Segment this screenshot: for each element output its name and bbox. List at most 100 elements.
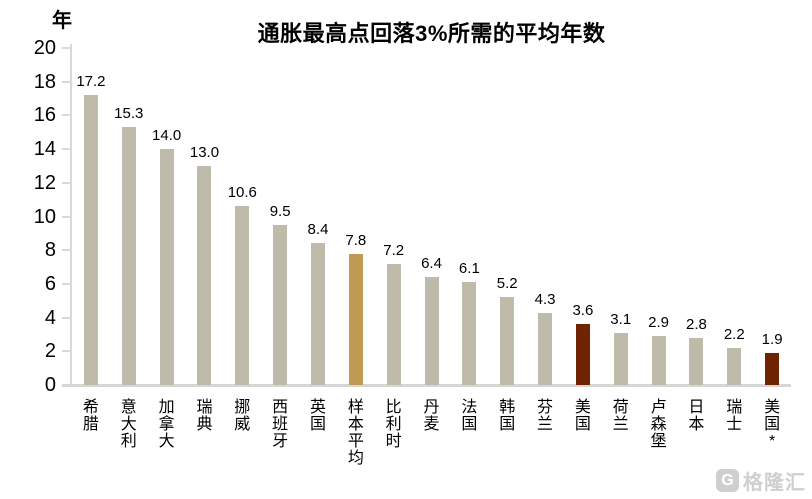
x-axis-category-label: 希腊 <box>82 399 99 433</box>
bar-column: 6.4 <box>413 48 451 385</box>
bar <box>500 297 515 385</box>
bar <box>386 263 401 385</box>
bar-column: 10.6 <box>223 48 261 385</box>
bar <box>575 324 590 385</box>
bar <box>348 253 363 385</box>
bar <box>462 282 477 385</box>
bar-column: 5.2 <box>488 48 526 385</box>
bar-value-label: 5.2 <box>496 275 518 293</box>
bar-value-label: 3.6 <box>572 302 594 320</box>
bar-column: 7.2 <box>375 48 413 385</box>
plot-area: 17.2 15.3 14.0 13.0 10.6 9.5 8.4 7.8 7.2 6.4 6.1 5.… <box>72 48 791 385</box>
bar <box>613 332 628 385</box>
bar-value-label: 7.2 <box>383 241 405 259</box>
bar <box>121 127 136 385</box>
x-axis-category-label: 瑞士 <box>726 399 743 433</box>
bar-column: 15.3 <box>110 48 148 385</box>
x-axis-category-label: 芬兰 <box>537 399 554 433</box>
y-tick-label: 8 <box>44 239 56 262</box>
y-tick-mark <box>62 215 71 218</box>
y-tick-label: 16 <box>33 104 56 127</box>
y-tick-mark <box>62 80 71 83</box>
bar-column: 3.6 <box>564 48 602 385</box>
y-tick-mark <box>62 114 71 117</box>
bar-value-label: 8.4 <box>307 221 329 239</box>
x-axis-category-label: 瑞典 <box>196 399 213 433</box>
bar-value-label: 2.2 <box>723 325 745 343</box>
x-axis-category-label: 法国 <box>461 399 478 433</box>
y-tick-mark <box>62 350 71 353</box>
bar-column: 9.5 <box>261 48 299 385</box>
bar <box>235 206 250 385</box>
y-tick-label: 2 <box>44 340 56 363</box>
chart-title: 通胀最高点回落3%所需的平均年数 <box>257 21 606 46</box>
bar-value-label: 4.3 <box>534 290 556 308</box>
x-axis-category-label: 韩国 <box>499 399 516 433</box>
bar-column: 2.2 <box>715 48 753 385</box>
bar-column: 14.0 <box>148 48 186 385</box>
bar-value-label: 13.0 <box>189 143 220 161</box>
y-tick-mark <box>62 316 71 319</box>
x-axis-category-label: 比利时 <box>385 399 402 450</box>
x-axis-category-label: 丹麦 <box>423 399 440 433</box>
x-axis-category-label: 西班牙 <box>272 399 289 450</box>
y-tick-label: 12 <box>33 171 56 194</box>
bar-value-label: 1.9 <box>761 331 783 348</box>
bar-value-label: 2.9 <box>648 314 670 332</box>
bar <box>651 336 666 385</box>
y-tick-label: 14 <box>33 138 56 161</box>
bar-value-label: 15.3 <box>114 105 144 123</box>
y-tick-label: 0 <box>44 374 56 396</box>
bar-column: 17.2 <box>72 48 110 385</box>
x-axis-category-label: 加拿大 <box>158 399 175 450</box>
y-tick-mark <box>62 148 71 151</box>
bar-value-label: 3.1 <box>610 310 632 328</box>
y-tick-label: 18 <box>33 70 56 93</box>
x-axis-category-label: 英国 <box>309 399 326 433</box>
bar <box>727 347 742 385</box>
x-axis-category-label: 样本平均 <box>347 399 364 467</box>
x-axis-category-label: 挪威 <box>234 399 251 433</box>
y-tick-label: 4 <box>44 306 56 329</box>
bar <box>538 312 553 385</box>
x-axis-category-label: 意大利 <box>120 399 137 450</box>
bar-value-label: 2.8 <box>685 315 707 333</box>
y-tick-mark <box>62 47 71 49</box>
bar-value-label: 6.4 <box>421 255 442 273</box>
bar-value-label: 7.8 <box>345 231 367 249</box>
x-axis-labels: 希腊 意大利 加拿大 瑞典挪威 西班牙 英国 样本平均 比利时 丹麦法国韩国芬兰美国荷兰 卢森堡 日… <box>72 399 791 467</box>
gelonghui-logo-icon: G <box>716 469 739 492</box>
y-tick-mark <box>62 282 71 285</box>
x-axis-category-label: 卢森堡 <box>650 399 667 450</box>
bar-column: 2.9 <box>640 48 678 385</box>
bar-column: 7.8 <box>337 48 375 385</box>
bar <box>273 224 288 385</box>
bar-value-label: 10.6 <box>227 184 257 202</box>
y-axis-line <box>70 44 72 387</box>
bar-column: 2.8 <box>678 48 716 385</box>
bar-column: 13.0 <box>186 48 224 385</box>
watermark-text: 格隆汇 <box>743 472 806 494</box>
y-tick-label: 20 <box>33 37 56 59</box>
bar-column: 1.9 <box>753 48 791 385</box>
bar <box>197 165 212 385</box>
bar-value-label: 14.0 <box>152 127 182 145</box>
bar-value-label: 17.2 <box>76 73 106 91</box>
bar-column: 4.3 <box>526 48 564 385</box>
bar <box>765 353 780 385</box>
bar <box>424 277 439 385</box>
bar <box>689 337 704 385</box>
x-axis-category-label: 荷兰 <box>612 399 629 433</box>
x-axis-category-label: 日本 <box>688 399 705 433</box>
bar <box>83 95 98 385</box>
bar-column: 3.1 <box>602 48 640 385</box>
bar <box>310 243 325 385</box>
x-axis-line <box>62 384 791 387</box>
x-axis-category-label: 美国 * <box>764 399 781 450</box>
bar-column: 6.1 <box>450 48 488 385</box>
y-tick-label: 6 <box>44 272 56 295</box>
watermark: G 格隆汇 <box>716 466 806 495</box>
bar-column: 8.4 <box>299 48 337 385</box>
y-axis-title: 年 <box>52 10 72 32</box>
